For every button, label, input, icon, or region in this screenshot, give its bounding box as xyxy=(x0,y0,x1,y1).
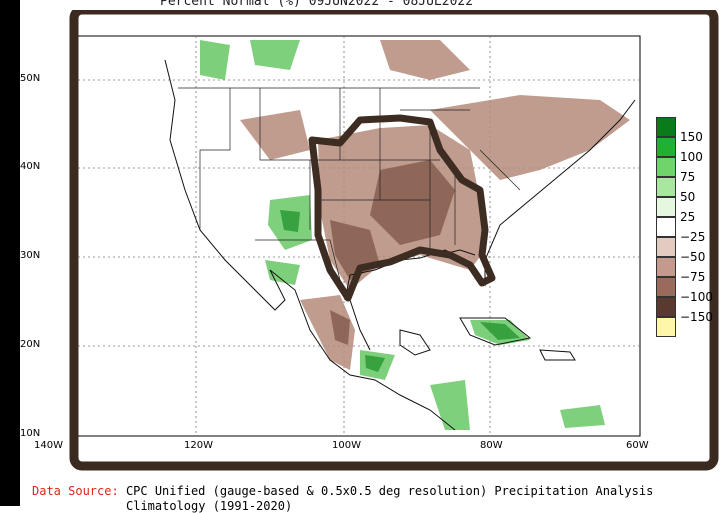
legend-label: 50 xyxy=(680,190,696,204)
dry-anomaly-areas xyxy=(240,40,630,370)
lon-label: 80W xyxy=(480,440,503,451)
strong-wet-areas xyxy=(280,210,520,372)
legend-swatch xyxy=(656,217,676,237)
climatology-line: Climatology (1991-2020) xyxy=(126,499,293,513)
legend-label: −75 xyxy=(680,270,706,284)
legend-swatch xyxy=(656,237,676,257)
lon-label: 100W xyxy=(332,440,361,451)
data-source-text: CPC Unified (gauge-based & 0.5x0.5 deg r… xyxy=(125,484,654,498)
lat-label: 20N xyxy=(20,339,41,350)
strong-dry-areas xyxy=(330,160,455,345)
legend-swatch xyxy=(656,317,676,337)
data-source-label: Data Source: xyxy=(32,484,119,498)
drought-region-outline xyxy=(308,114,496,302)
legend-swatch xyxy=(656,177,676,197)
state-borders xyxy=(178,87,521,301)
lon-label: 140W xyxy=(34,440,63,451)
lon-label: 120W xyxy=(184,440,213,451)
legend-label: 75 xyxy=(680,170,696,184)
lat-label: 40N xyxy=(20,161,41,172)
legend-label: −150 xyxy=(680,310,713,324)
legend-swatch xyxy=(656,157,676,177)
legend-label: 100 xyxy=(680,150,703,164)
data-source-line: Data Source: CPC Unified (gauge-based & … xyxy=(32,484,653,498)
legend-swatch xyxy=(656,257,676,277)
lat-label: 30N xyxy=(20,250,41,261)
legend-label: −100 xyxy=(680,290,713,304)
legend-label: 150 xyxy=(680,130,703,144)
legend-label: 25 xyxy=(680,210,696,224)
highlight-frame xyxy=(69,5,719,471)
lat-label: 10N xyxy=(20,428,41,439)
legend-swatch xyxy=(656,277,676,297)
legend-swatch xyxy=(656,137,676,157)
left-black-strip xyxy=(0,0,20,506)
legend-swatch xyxy=(656,297,676,317)
legend-swatch xyxy=(656,117,676,137)
legend-label: −25 xyxy=(680,230,706,244)
legend-label: −50 xyxy=(680,250,706,264)
legend-swatch xyxy=(656,197,676,217)
map-title-partial: Percent Normal (%) 09JUN2022 - 08JUL2022 xyxy=(160,0,474,9)
top-title-strip: Percent Normal (%) 09JUN2022 - 08JUL2022 xyxy=(20,0,726,10)
lon-label: 60W xyxy=(626,440,649,451)
lat-label: 50N xyxy=(20,73,41,84)
